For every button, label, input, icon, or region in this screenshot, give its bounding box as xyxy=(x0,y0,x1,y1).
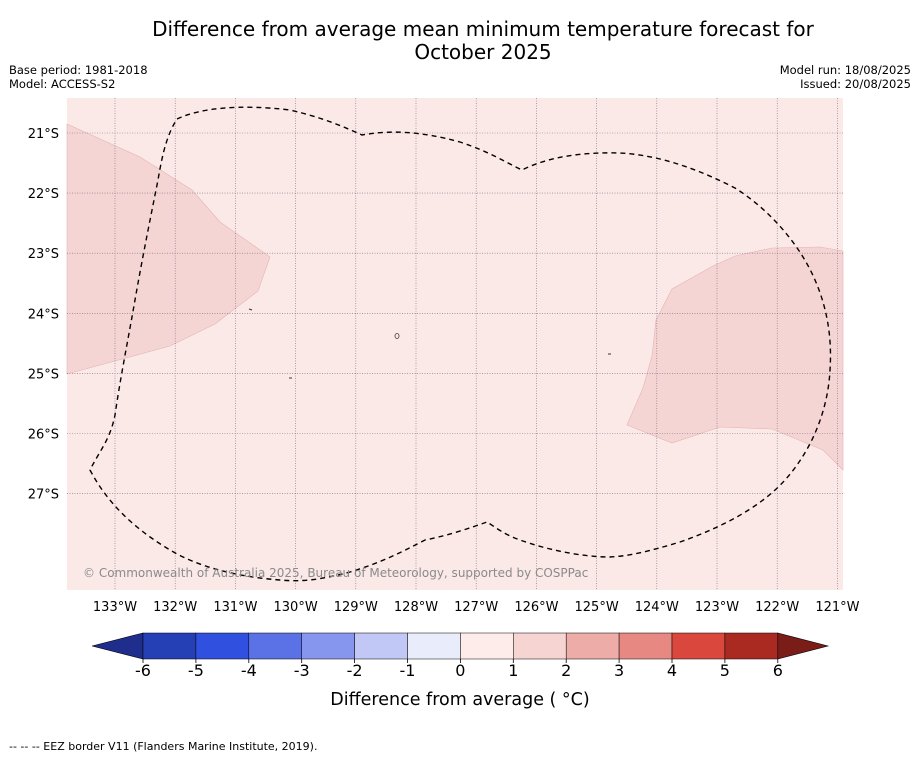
colorbar-tick-label: -4 xyxy=(241,661,257,680)
colorbar-tick-label: 0 xyxy=(455,661,465,680)
colorbar-segment xyxy=(618,632,673,660)
lon-label: 132°W xyxy=(153,600,197,615)
colorbar-segment xyxy=(460,632,514,660)
colorbar-tick-label: 4 xyxy=(667,661,677,680)
colorbar-segment xyxy=(407,632,461,660)
colorbar-tick-label: 2 xyxy=(561,661,571,680)
colorbar-segment xyxy=(671,632,726,660)
colorbar-title: Difference from average ( °C) xyxy=(330,690,589,710)
colorbar-tick-label: -3 xyxy=(294,661,310,680)
lon-label: 126°W xyxy=(514,600,558,615)
issued-text: Issued: 20/08/2025 xyxy=(800,77,911,91)
model-run-text: Model run: 18/08/2025 xyxy=(779,63,911,77)
lat-label: 26°S xyxy=(28,428,59,443)
lon-label: 124°W xyxy=(635,600,679,615)
footer-note: -- -- -- EEZ border V11 (Flanders Marine… xyxy=(9,740,318,753)
lon-label: 129°W xyxy=(334,600,378,615)
latitude-gridlines xyxy=(67,132,843,494)
colorbar-tick-label: 3 xyxy=(614,661,624,680)
colorbar-extend-max xyxy=(777,632,830,660)
lon-label: 123°W xyxy=(695,600,739,615)
colorbar-segment xyxy=(724,632,779,660)
colorbar-tick-label: -5 xyxy=(188,661,204,680)
colorbar-tick-label: -6 xyxy=(135,661,151,680)
lat-label: 21°S xyxy=(28,127,59,142)
meta-left: Base period: 1981-2018 Model: ACCESS-S2 xyxy=(9,63,148,91)
colorbar xyxy=(91,632,830,660)
islands xyxy=(248,308,611,379)
lat-label: 25°S xyxy=(28,367,59,382)
colorbar-tick-label: 1 xyxy=(508,661,518,680)
latitude-labels: 21°S 22°S 23°S 24°S 25°S 26°S 27°S xyxy=(28,127,59,503)
lon-label: 121°W xyxy=(815,600,859,615)
longitude-gridlines xyxy=(114,98,838,590)
colorbar-segment xyxy=(354,632,408,660)
copyright-text: © Commonwealth of Australia 2025, Bureau… xyxy=(83,566,588,580)
model-text: Model: ACCESS-S2 xyxy=(9,77,116,91)
base-period-text: Base period: 1981-2018 xyxy=(9,63,148,77)
map-title-line1: Difference from average mean minimum tem… xyxy=(152,17,814,41)
lon-label: 127°W xyxy=(454,600,498,615)
colorbar-segment xyxy=(513,632,567,660)
lon-label: 125°W xyxy=(575,600,619,615)
colorbar-labels: -6 -5 -4 -3 -2 -1 0 1 2 3 4 5 6 xyxy=(135,659,783,680)
colorbar-tick-label: -2 xyxy=(347,661,363,680)
lat-label: 24°S xyxy=(28,307,59,322)
map-title: Difference from average mean minimum tem… xyxy=(0,18,919,64)
eez-border xyxy=(89,106,832,582)
colorbar-tick-label: 6 xyxy=(773,661,783,680)
lon-label: 128°W xyxy=(394,600,438,615)
lon-label: 122°W xyxy=(755,600,799,615)
colorbar-segment xyxy=(301,632,355,660)
colorbar-tick-label: 5 xyxy=(720,661,730,680)
lat-label: 23°S xyxy=(28,247,59,262)
colorbar-segment xyxy=(565,632,620,660)
longitude-labels: 133°W 132°W 131°W 130°W 129°W 128°W 127°W 126°W… xyxy=(93,600,860,615)
colorbar-segment xyxy=(195,632,250,660)
anomaly-region-west xyxy=(66,123,271,375)
lon-label: 131°W xyxy=(213,600,257,615)
colorbar-segment xyxy=(142,632,197,660)
anomaly-region-east xyxy=(626,246,844,471)
colorbar-segment xyxy=(248,632,302,660)
colorbar-extend-min xyxy=(91,632,144,660)
meta-right: Model run: 18/08/2025 Issued: 20/08/2025 xyxy=(780,63,911,91)
colorbar-tick-label: -1 xyxy=(400,661,416,680)
lon-label: 133°W xyxy=(93,600,137,615)
map-title-line2: October 2025 xyxy=(414,40,552,64)
lat-label: 22°S xyxy=(28,187,59,202)
lat-label: 27°S xyxy=(28,488,59,503)
lon-label: 130°W xyxy=(274,600,318,615)
